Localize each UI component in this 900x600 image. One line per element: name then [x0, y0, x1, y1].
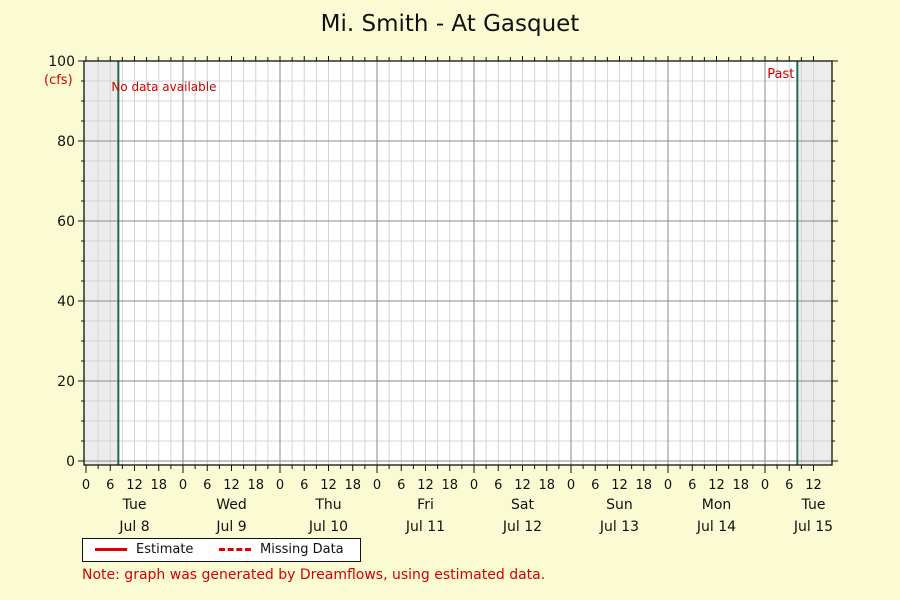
y-tick-label: 40	[57, 294, 75, 310]
date-label: Jul 14	[696, 519, 736, 535]
y-tick-label: 20	[57, 374, 75, 390]
x-tick-label: 12	[708, 478, 725, 493]
x-tick-label: 0	[761, 478, 769, 493]
day-of-week-label: Fri	[417, 497, 434, 513]
date-label: Jul 13	[599, 519, 639, 535]
x-tick-label: 6	[688, 478, 696, 493]
legend-swatch-missing-data	[219, 548, 251, 551]
no-data-annotation: No data available	[111, 80, 216, 94]
x-tick-label: 0	[470, 478, 478, 493]
legend-item-estimate: Estimate	[95, 542, 193, 557]
y-tick-label: 0	[66, 454, 75, 470]
x-tick-label: 6	[494, 478, 502, 493]
x-tick-label: 12	[417, 478, 434, 493]
shaded-region-after	[797, 61, 832, 465]
x-tick-label: 0	[373, 478, 381, 493]
date-label: Jul 12	[502, 519, 542, 535]
day-of-week-label: Thu	[314, 497, 341, 513]
x-tick-label: 18	[441, 478, 458, 493]
x-tick-label: 6	[203, 478, 211, 493]
day-of-week-label: Tue	[122, 497, 147, 513]
x-tick-label: 18	[732, 478, 749, 493]
x-tick-label: 12	[611, 478, 628, 493]
x-tick-label: 12	[320, 478, 337, 493]
x-tick-label: 0	[82, 478, 90, 493]
plot-frame	[83, 60, 833, 466]
chart-title: Mi. Smith - At Gasquet	[320, 11, 580, 37]
x-tick-label: 0	[179, 478, 187, 493]
footnote: Note: graph was generated by Dreamflows,…	[82, 567, 546, 583]
date-label: Jul 11	[405, 519, 445, 535]
x-tick-label: 18	[538, 478, 555, 493]
x-tick-label: 6	[300, 478, 308, 493]
day-of-week-label: Wed	[216, 497, 247, 513]
x-tick-label: 6	[785, 478, 793, 493]
date-label: Jul 10	[308, 519, 348, 535]
x-tick-label: 18	[635, 478, 652, 493]
y-tick-label: 100	[48, 54, 75, 70]
y-axis-label: (cfs)	[44, 73, 73, 88]
y-tick-label: 60	[57, 214, 75, 230]
plot-area	[84, 61, 832, 465]
past-annotation: Past	[767, 67, 794, 82]
date-label: Jul 9	[215, 519, 246, 535]
x-tick-label: 0	[567, 478, 575, 493]
x-tick-label: 18	[150, 478, 167, 493]
x-tick-label: 12	[223, 478, 240, 493]
legend-swatch-estimate	[95, 548, 127, 551]
shaded-region-before	[84, 61, 119, 465]
date-label: Jul 15	[793, 519, 833, 535]
legend: Estimate Missing Data	[82, 538, 361, 562]
x-tick-label: 12	[126, 478, 143, 493]
x-tick-label: 0	[276, 478, 284, 493]
x-tick-label: 0	[664, 478, 672, 493]
day-of-week-label: Tue	[801, 497, 826, 513]
y-tick-label: 80	[57, 134, 75, 150]
x-tick-label: 6	[591, 478, 599, 493]
x-tick-label: 18	[344, 478, 361, 493]
legend-item-missing-data: Missing Data	[219, 542, 344, 557]
day-of-week-label: Sat	[511, 497, 534, 513]
x-tick-label: 18	[247, 478, 264, 493]
legend-label-missing-data: Missing Data	[260, 542, 344, 557]
legend-label-estimate: Estimate	[136, 542, 194, 557]
date-label: Jul 8	[118, 519, 149, 535]
x-tick-label: 12	[514, 478, 531, 493]
x-tick-label: 6	[397, 478, 405, 493]
day-of-week-label: Mon	[702, 497, 732, 513]
x-tick-label: 6	[106, 478, 114, 493]
day-of-week-label: Sun	[606, 497, 633, 513]
x-tick-label: 12	[805, 478, 822, 493]
